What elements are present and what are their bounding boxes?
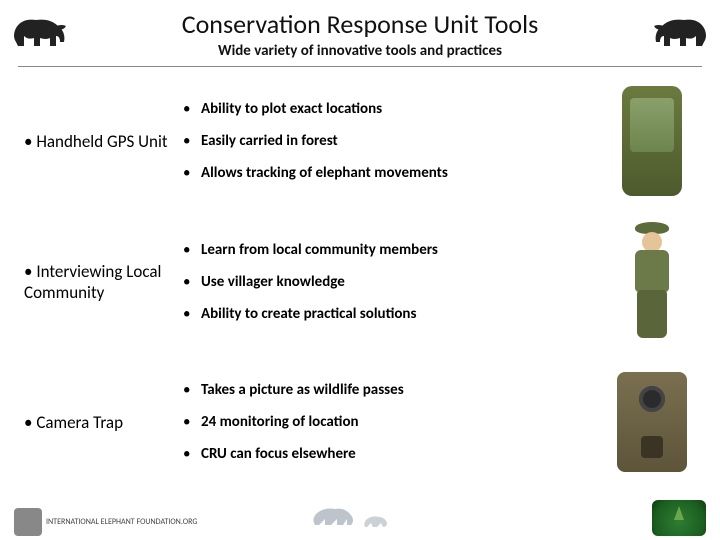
row-details: Takes a picture as wildlife passes 24 mo… bbox=[173, 367, 602, 477]
row-label: • Handheld GPS Unit bbox=[18, 131, 173, 152]
slide: Conservation Response Unit Tools Wide va… bbox=[0, 0, 720, 540]
row-gps: • Handheld GPS Unit Ability to plot exac… bbox=[18, 71, 702, 212]
footer: INTERNATIONAL ELEPHANT FOUNDATION.ORG bbox=[0, 494, 720, 536]
row-details: Ability to plot exact locations Easily c… bbox=[173, 86, 602, 196]
detail-item: Ability to plot exact locations bbox=[183, 100, 602, 118]
detail-item: Learn from local community members bbox=[183, 241, 602, 259]
row-image bbox=[602, 86, 702, 196]
detail-item: Use villager knowledge bbox=[183, 273, 602, 291]
row-label-text: Handheld GPS Unit bbox=[36, 131, 167, 152]
slide-title: Conservation Response Unit Tools bbox=[18, 8, 702, 40]
detail-item: Ability to create practical solutions bbox=[183, 305, 602, 323]
ief-logo-icon bbox=[14, 508, 42, 536]
animal-kingdom-logo-icon bbox=[652, 500, 706, 536]
detail-item: 24 monitoring of location bbox=[183, 413, 602, 431]
footer-left-text: INTERNATIONAL ELEPHANT FOUNDATION.ORG bbox=[46, 518, 197, 527]
footer-center-icon bbox=[305, 495, 415, 536]
header: Conservation Response Unit Tools Wide va… bbox=[18, 8, 702, 67]
slide-subtitle: Wide variety of innovative tools and pra… bbox=[18, 42, 702, 60]
row-camera: • Camera Trap Takes a picture as wildlif… bbox=[18, 352, 702, 493]
detail-item: Easily carried in forest bbox=[183, 132, 602, 150]
content: • Handheld GPS Unit Ability to plot exac… bbox=[18, 71, 702, 497]
row-interview: • Interviewing Local Community Learn fro… bbox=[18, 212, 702, 353]
row-label-text: Camera Trap bbox=[36, 412, 123, 433]
row-label-text: Interviewing Local Community bbox=[24, 261, 161, 303]
row-label: • Interviewing Local Community bbox=[18, 261, 173, 303]
row-image bbox=[602, 222, 702, 342]
row-image bbox=[602, 372, 702, 472]
detail-item: CRU can focus elsewhere bbox=[183, 445, 602, 463]
camera-trap-icon bbox=[617, 372, 687, 472]
detail-item: Takes a picture as wildlife passes bbox=[183, 381, 602, 399]
detail-item: Allows tracking of elephant movements bbox=[183, 164, 602, 182]
row-details: Learn from local community members Use v… bbox=[173, 227, 602, 337]
gps-device-icon bbox=[622, 86, 682, 196]
footer-left-logo: INTERNATIONAL ELEPHANT FOUNDATION.ORG bbox=[14, 508, 197, 536]
park-ranger-icon bbox=[617, 222, 687, 342]
row-label: • Camera Trap bbox=[18, 412, 173, 433]
footer-right-logo bbox=[652, 500, 706, 536]
